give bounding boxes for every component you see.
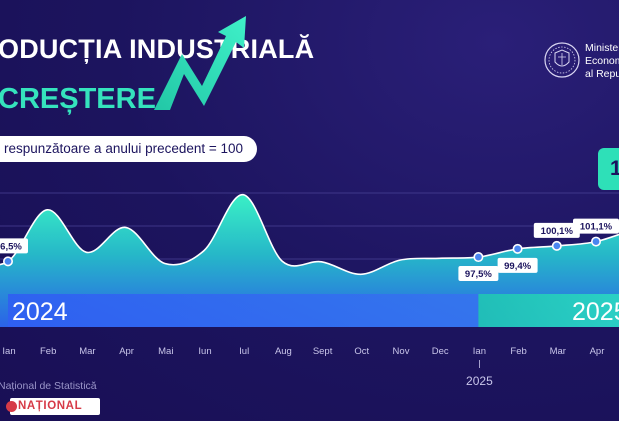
x-tick-label: Mai: [158, 346, 173, 357]
area-fill: [0, 194, 619, 327]
ministry-line: al Republ: [585, 68, 619, 80]
x-tick-label: Feb: [40, 346, 56, 357]
year-label-2025: 2025: [572, 298, 619, 326]
value-label-box: [533, 222, 580, 238]
value-label: 6,5%: [0, 241, 22, 252]
x-tick-label: Iun: [198, 346, 211, 357]
year-label-2024: 2024: [12, 298, 68, 326]
ministry-line: Economic: [585, 55, 619, 67]
highlight-value-badge: 1: [598, 148, 619, 190]
data-point: [473, 252, 484, 263]
data-point: [551, 240, 562, 251]
x-tick-label: Iul: [239, 346, 249, 357]
ministry-name: Ministeru Economic al Republ: [585, 42, 619, 81]
ministry-line: Ministeru: [585, 42, 619, 54]
data-source: Național de Statistică: [0, 380, 97, 392]
value-label: 97,5%: [465, 269, 492, 280]
data-point: [512, 243, 523, 254]
value-label-box: [0, 238, 28, 254]
logo-text: NAȚIONAL: [18, 400, 83, 412]
value-label: 99,4%: [504, 261, 531, 272]
x-tick-label: Oct: [354, 346, 369, 357]
x-tick-label: Apr: [590, 346, 605, 357]
x-tick-label: Ian: [2, 346, 15, 357]
page-title-highlight: CREȘTERE: [0, 83, 156, 115]
x-tick-label: Mar: [550, 346, 566, 357]
x-axis-year-label: 2025: [466, 374, 493, 388]
x-tick-label: Dec: [432, 346, 449, 357]
x-tick-label: Apr: [119, 346, 134, 357]
subtitle-pill: respunzătoare a anului precedent = 100: [0, 136, 258, 162]
year-band-2024: [8, 294, 479, 327]
data-point: [3, 256, 13, 267]
x-tick-label: Feb: [510, 346, 526, 357]
value-label-box: [458, 266, 499, 282]
x-tick-label: Ian: [473, 346, 486, 357]
value-label-box: [573, 218, 619, 234]
year-band-2025: [478, 294, 619, 327]
value-label: 101,1%: [580, 222, 613, 233]
page-title: ODUCȚIA INDUSTRIALĂ: [0, 34, 315, 64]
x-tick-label: Aug: [275, 346, 292, 357]
x-tick-label: Mar: [79, 346, 95, 357]
value-label-box: [497, 257, 538, 273]
x-tick-label: Sept: [313, 346, 333, 357]
logo-dot-icon: [6, 401, 17, 412]
data-point: [590, 236, 601, 247]
publisher-logo: NAȚIONAL: [6, 398, 100, 415]
growth-arrow-icon: [154, 16, 246, 110]
coat-of-arms-icon: [544, 42, 580, 78]
value-label: 100,1%: [541, 226, 574, 237]
x-tick-label: Nov: [393, 346, 410, 357]
